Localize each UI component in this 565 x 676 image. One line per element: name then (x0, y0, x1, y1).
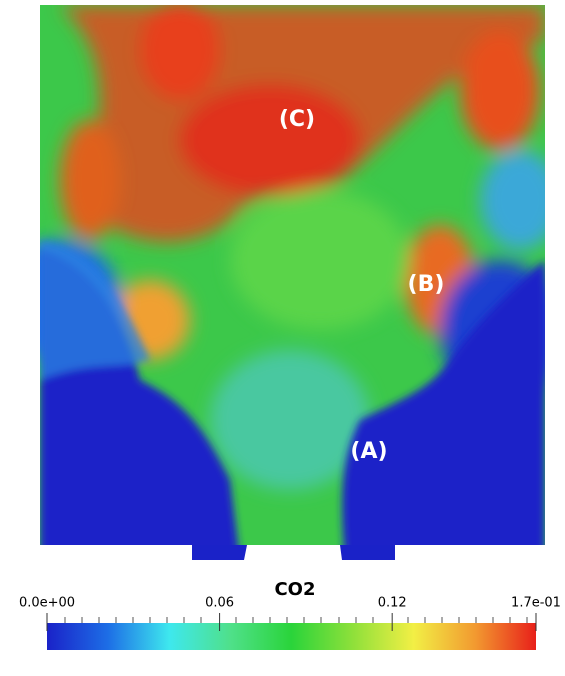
tick-label: 0.0e+00 (19, 596, 75, 611)
tick-label: 0.06 (205, 596, 234, 611)
tick-label: 1.7e-01 (511, 596, 561, 611)
annotation: (C) (279, 107, 315, 132)
annotation: (A) (350, 439, 387, 464)
field (40, 5, 545, 545)
chart-title: CO2 (274, 579, 315, 600)
annotation: (B) (408, 272, 445, 297)
minor-ticks (46, 617, 528, 623)
tick-label: 0.12 (378, 596, 407, 611)
colorbar (47, 623, 536, 650)
inlet (192, 545, 395, 560)
